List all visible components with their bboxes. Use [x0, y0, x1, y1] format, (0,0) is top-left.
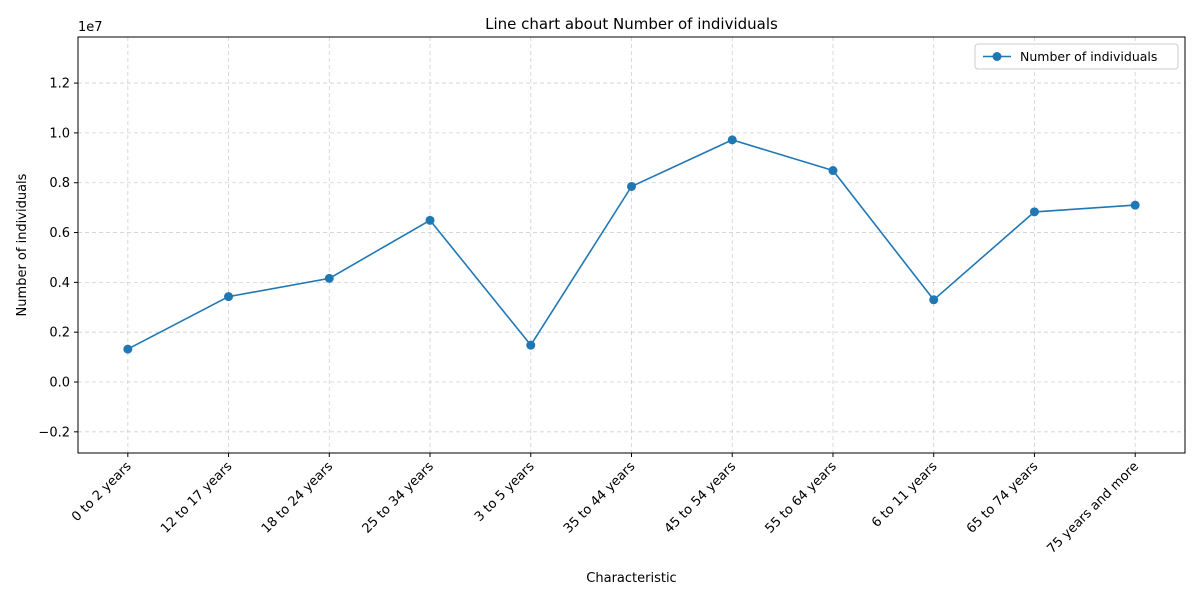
- y-tick-label: 0.6: [49, 226, 70, 241]
- grid-layer: [78, 37, 1185, 453]
- data-point: [929, 295, 939, 305]
- y-tick-label: −0.2: [38, 425, 70, 440]
- legend-marker-swatch: [992, 52, 1002, 61]
- data-point: [324, 273, 334, 283]
- x-tick-label: 75 years and more: [1045, 459, 1142, 556]
- series-marker-layer: [123, 135, 1140, 354]
- data-point: [627, 181, 636, 191]
- x-tick-label: 18 to 24 years: [259, 459, 336, 536]
- legend: Number of individuals: [974, 43, 1179, 70]
- x-tick-label: 0 to 2 years: [69, 459, 135, 525]
- x-tick-label: 6 to 11 years: [869, 459, 941, 531]
- x-tick-label: 45 to 54 years: [662, 459, 739, 536]
- x-tick-label: 12 to 17 years: [158, 459, 235, 536]
- legend-box: [974, 43, 1179, 70]
- data-point: [1130, 200, 1140, 210]
- y-axis-ticks: −0.2 0.0 0.2 0.4 0.6 0.8 1.0 1.2: [38, 77, 78, 440]
- y-tick-label: 0.8: [49, 176, 70, 191]
- x-tick-label: 3 to 5 years: [472, 459, 538, 525]
- x-tick-label: 25 to 34 years: [360, 459, 437, 536]
- y-tick-label: 0.2: [49, 326, 70, 341]
- legend-entry-label: Number of individuals: [1020, 49, 1157, 64]
- x-tick-label: 35 to 44 years: [561, 459, 638, 536]
- data-point: [526, 340, 536, 350]
- data-point: [828, 166, 838, 176]
- data-point: [425, 215, 435, 225]
- y-tick-label: 0.0: [49, 376, 70, 391]
- x-tick-label: 55 to 64 years: [763, 459, 840, 536]
- chart-title: Line chart about Number of individuals: [485, 15, 778, 33]
- x-axis-ticks: 0 to 2 years 12 to 17 years 18 to 24 years…: [69, 453, 1142, 557]
- y-tick-label: 0.4: [49, 276, 70, 291]
- x-axis-label: Characteristic: [586, 571, 676, 586]
- y-tick-label: 1.2: [49, 77, 70, 92]
- x-tick-label: 65 to 74 years: [964, 459, 1041, 536]
- data-point: [1029, 207, 1039, 217]
- data-point: [123, 344, 133, 354]
- y-axis-multiplier: 1e7: [78, 20, 103, 35]
- data-point: [727, 135, 737, 145]
- y-tick-label: 1.0: [49, 126, 70, 141]
- y-axis-label: Number of individuals: [15, 173, 30, 316]
- data-point: [224, 292, 234, 302]
